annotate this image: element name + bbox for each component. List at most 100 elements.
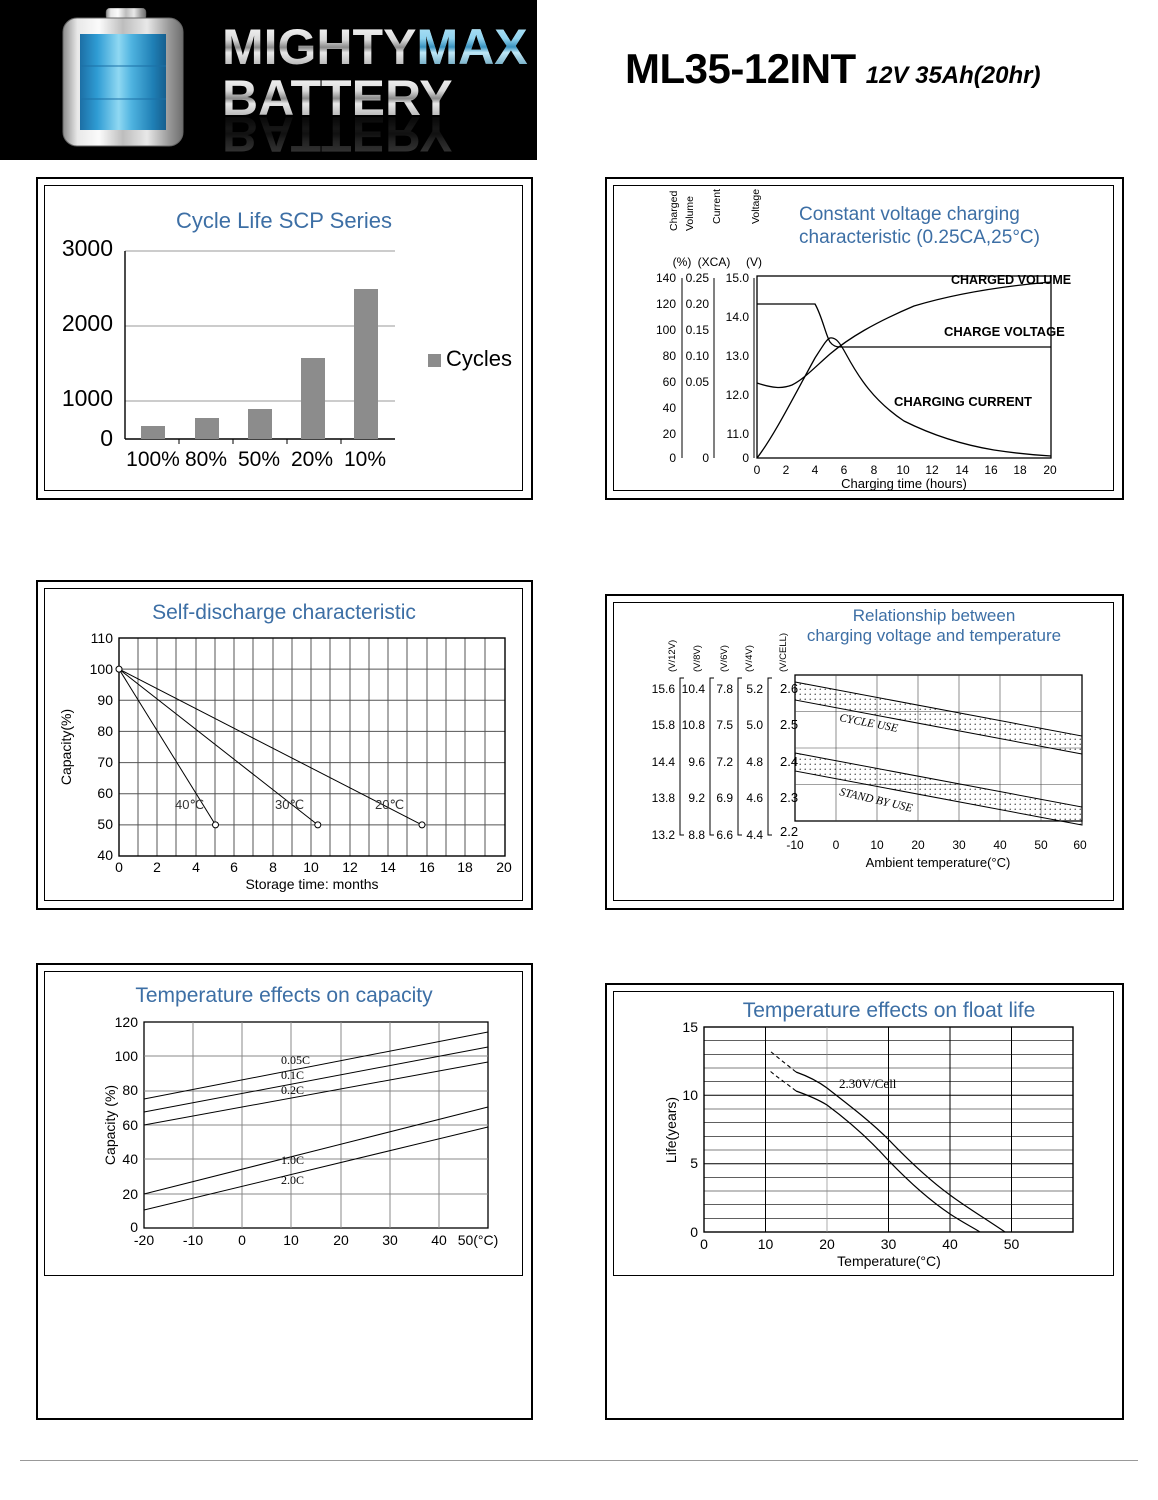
svg-text:0.1C: 0.1C: [281, 1068, 304, 1082]
svg-text:120: 120: [115, 1014, 139, 1030]
svg-text:12: 12: [342, 859, 358, 875]
svg-text:4.4: 4.4: [746, 828, 763, 842]
svg-text:(V/CELL): (V/CELL): [778, 633, 789, 672]
svg-text:5.0: 5.0: [746, 718, 763, 732]
svg-text:6: 6: [230, 859, 238, 875]
svg-text:Capacity(%): Capacity(%): [58, 709, 74, 785]
svg-text:80%: 80%: [185, 448, 227, 471]
svg-text:40: 40: [122, 1151, 138, 1167]
svg-text:110: 110: [91, 630, 114, 646]
svg-text:0.10: 0.10: [686, 349, 710, 363]
svg-text:18: 18: [457, 859, 473, 875]
svg-text:Life(years): Life(years): [663, 1097, 679, 1163]
svg-text:40: 40: [663, 401, 677, 415]
svg-text:20: 20: [333, 1232, 349, 1248]
svg-text:12.0: 12.0: [726, 388, 750, 402]
svg-text:40: 40: [431, 1232, 447, 1248]
svg-text:11.0: 11.0: [727, 427, 750, 441]
svg-text:2.30V/Cell: 2.30V/Cell: [839, 1076, 897, 1091]
svg-text:10: 10: [303, 859, 319, 875]
svg-text:0: 0: [238, 1232, 246, 1248]
svg-text:Ambient temperature(°C): Ambient temperature(°C): [866, 855, 1011, 870]
svg-text:(%): (%): [673, 255, 692, 269]
svg-text:8: 8: [871, 463, 878, 477]
svg-text:Cycles: Cycles: [446, 346, 512, 371]
svg-text:4.6: 4.6: [746, 791, 763, 805]
svg-text:16: 16: [984, 463, 998, 477]
svg-text:20℃: 20℃: [375, 797, 404, 812]
svg-text:8: 8: [269, 859, 277, 875]
svg-text:60: 60: [97, 785, 113, 801]
svg-text:(V/8V): (V/8V): [692, 645, 703, 672]
svg-text:40: 40: [993, 838, 1007, 852]
svg-text:15: 15: [682, 1019, 698, 1035]
svg-text:40℃: 40℃: [175, 797, 204, 812]
svg-text:20: 20: [122, 1186, 138, 1202]
svg-text:0: 0: [700, 1236, 708, 1252]
svg-text:90: 90: [97, 692, 113, 708]
svg-text:140: 140: [656, 271, 676, 285]
svg-text:10: 10: [283, 1232, 299, 1248]
svg-text:9.6: 9.6: [688, 755, 705, 769]
svg-text:CHARGING CURRENT: CHARGING CURRENT: [894, 394, 1032, 409]
svg-text:0.05C: 0.05C: [281, 1053, 310, 1067]
svg-text:20: 20: [663, 427, 677, 441]
svg-text:2: 2: [783, 463, 790, 477]
svg-text:10: 10: [758, 1236, 774, 1252]
svg-text:0.2C: 0.2C: [281, 1083, 304, 1097]
svg-text:13.2: 13.2: [652, 828, 676, 842]
svg-text:Current: Current: [711, 189, 723, 224]
svg-text:(V): (V): [746, 255, 762, 269]
svg-text:characteristic (0.25CA,25°C): characteristic (0.25CA,25°C): [799, 227, 1040, 248]
svg-text:5.2: 5.2: [746, 682, 763, 696]
svg-text:120: 120: [656, 297, 676, 311]
svg-text:4: 4: [812, 463, 819, 477]
svg-text:5: 5: [690, 1155, 698, 1171]
svg-text:2.0C: 2.0C: [281, 1173, 304, 1187]
svg-text:80: 80: [122, 1082, 138, 1098]
svg-text:2000: 2000: [62, 310, 113, 336]
svg-text:20: 20: [911, 838, 925, 852]
svg-text:charging voltage and temperatu: charging voltage and temperature: [807, 626, 1061, 645]
svg-text:100: 100: [656, 323, 676, 337]
svg-text:6.6: 6.6: [716, 828, 733, 842]
svg-text:10: 10: [896, 463, 910, 477]
svg-text:Constant voltage charging: Constant voltage charging: [799, 204, 1020, 225]
svg-text:100: 100: [115, 1048, 139, 1064]
svg-text:15.0: 15.0: [726, 271, 750, 285]
svg-text:20: 20: [496, 859, 512, 875]
svg-text:0: 0: [690, 1224, 698, 1240]
svg-text:10.4: 10.4: [682, 682, 706, 696]
svg-text:15.8: 15.8: [652, 718, 676, 732]
svg-text:-10: -10: [786, 838, 804, 852]
svg-text:13.8: 13.8: [652, 791, 676, 805]
svg-text:50%: 50%: [238, 448, 280, 471]
svg-text:CHARGE VOLTAGE: CHARGE VOLTAGE: [944, 324, 1065, 339]
svg-text:10: 10: [870, 838, 884, 852]
svg-text:30: 30: [382, 1232, 398, 1248]
svg-text:0: 0: [100, 425, 113, 451]
svg-text:60: 60: [1073, 838, 1087, 852]
svg-text:Relationship between: Relationship between: [853, 606, 1016, 625]
svg-text:7.2: 7.2: [716, 755, 733, 769]
svg-text:0: 0: [833, 838, 840, 852]
svg-text:0: 0: [742, 451, 749, 465]
svg-text:Self-discharge characteristic: Self-discharge characteristic: [152, 601, 416, 624]
svg-text:Charged: Charged: [668, 191, 680, 231]
svg-text:30℃: 30℃: [275, 797, 304, 812]
svg-text:-10: -10: [183, 1232, 203, 1248]
svg-text:(V/4V): (V/4V): [744, 645, 755, 672]
svg-text:50: 50: [1004, 1236, 1020, 1252]
svg-text:1000: 1000: [62, 385, 113, 411]
svg-text:0: 0: [702, 451, 709, 465]
svg-text:16: 16: [419, 859, 435, 875]
svg-text:30: 30: [881, 1236, 897, 1252]
svg-text:14.0: 14.0: [726, 310, 750, 324]
svg-text:Temperature effects on capacit: Temperature effects on capacity: [135, 984, 433, 1007]
svg-text:30: 30: [952, 838, 966, 852]
svg-text:7.8: 7.8: [716, 682, 733, 696]
svg-text:Capacity (%): Capacity (%): [102, 1085, 118, 1165]
svg-text:0: 0: [754, 463, 761, 477]
svg-text:20: 20: [1043, 463, 1057, 477]
svg-text:Cycle Life SCP Series: Cycle Life SCP Series: [176, 208, 392, 233]
